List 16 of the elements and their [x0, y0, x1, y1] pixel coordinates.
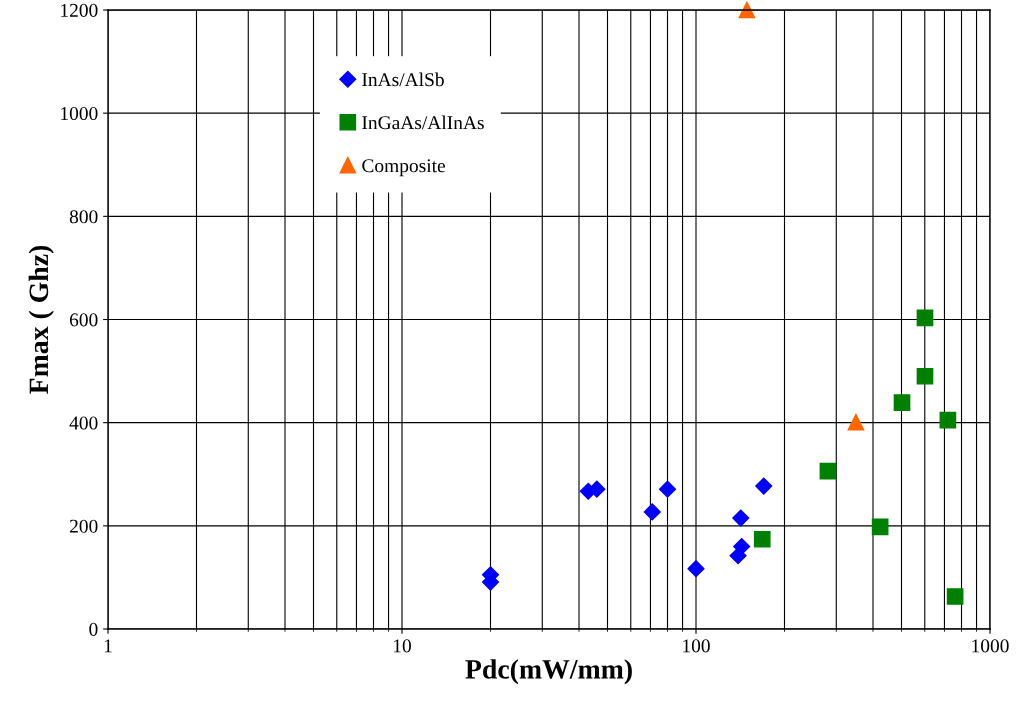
x-tick-label: 100 — [683, 639, 710, 653]
y-tick-label: 1000 — [61, 106, 98, 121]
y-tick-label: 600 — [69, 313, 98, 327]
x-axis-title: Pdc(mW/mm) — [465, 659, 632, 685]
y-tick-label: 1200 — [61, 3, 98, 17]
legend-label: InGaAs/AlInAs — [362, 115, 484, 130]
legend-label: InAs/AlSb — [362, 72, 444, 87]
x-tick-label: 1 — [104, 639, 112, 653]
y-axis-title: Fmax ( Ghz) — [28, 245, 54, 394]
y-tick-label: 400 — [69, 416, 98, 430]
y-tick-label: 200 — [69, 519, 98, 533]
x-tick-label: 1000 — [972, 639, 1009, 653]
x-tick-label: 10 — [393, 639, 411, 653]
y-tick-label: 800 — [69, 210, 98, 224]
legend-label: Composite — [362, 159, 445, 177]
y-tick-label: 0 — [89, 622, 98, 636]
